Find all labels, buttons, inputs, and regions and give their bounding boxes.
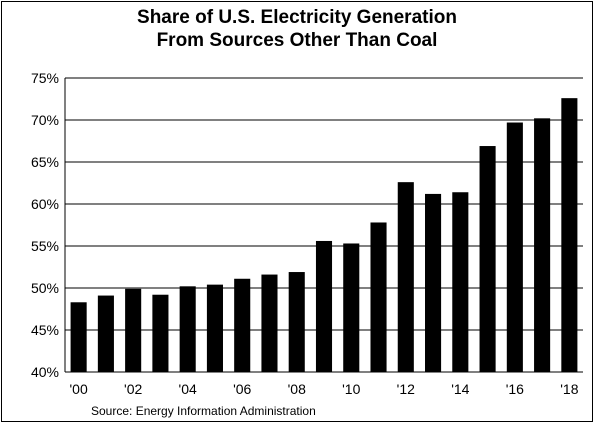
bar-2010 xyxy=(343,243,360,372)
y-tick-label: 75% xyxy=(31,70,59,86)
y-tick-label: 45% xyxy=(31,322,59,338)
bar-2000 xyxy=(70,302,87,372)
y-tick-label: 70% xyxy=(31,112,59,128)
y-tick-label: 60% xyxy=(31,196,59,212)
bar-2015 xyxy=(479,146,496,372)
bar-2011 xyxy=(370,222,387,372)
bar-2004 xyxy=(179,286,196,372)
bar-2005 xyxy=(206,284,223,372)
x-tick-label: '04 xyxy=(179,381,197,397)
x-tick-label: '08 xyxy=(288,381,306,397)
x-tick-label: '02 xyxy=(124,381,142,397)
bar-2003 xyxy=(152,294,169,372)
x-tick-label: '12 xyxy=(397,381,415,397)
y-tick-label: 50% xyxy=(31,280,59,296)
x-tick-label: '10 xyxy=(342,381,360,397)
bars xyxy=(70,98,578,373)
y-tick-label: 65% xyxy=(31,154,59,170)
bar-2009 xyxy=(315,240,333,372)
bar-2006 xyxy=(234,278,251,372)
x-tick-label: '16 xyxy=(506,381,524,397)
x-tick-label: '18 xyxy=(560,381,578,397)
bar-chart: 40% 45% 50% 55% 60% 65% 70% 75% '00 '02 '04 '06 '08… xyxy=(31,70,583,397)
y-tick-label: 40% xyxy=(31,364,59,380)
bar-2012 xyxy=(397,182,414,372)
chart-title: Share of U.S. Electricity Generation xyxy=(137,7,457,28)
bar-2014 xyxy=(452,192,469,372)
bar-2007 xyxy=(261,274,278,372)
bar-2008 xyxy=(288,272,305,372)
x-tick-label: '06 xyxy=(233,381,251,397)
bar-2013 xyxy=(425,193,442,372)
bar-2016 xyxy=(506,122,523,373)
source-note: Source: Energy Information Administratio… xyxy=(91,404,316,418)
x-tick-label: '00 xyxy=(70,381,88,397)
y-tick-labels: 40% 45% 50% 55% 60% 65% 70% 75% xyxy=(31,70,59,380)
chart-subtitle: From Sources Other Than Coal xyxy=(156,30,438,51)
chart-title-block: Share of U.S. Electricity Generation Fro… xyxy=(0,6,594,52)
bar-2002 xyxy=(125,288,142,372)
bar-2018 xyxy=(561,98,578,372)
axes xyxy=(64,78,583,373)
bar-2017 xyxy=(534,118,551,372)
x-tick-labels: '00 '02 '04 '06 '08 '10 '12 '14 '16 '18 xyxy=(70,381,579,397)
x-tick-label: '14 xyxy=(451,381,469,397)
y-tick-label: 55% xyxy=(31,238,59,254)
bar-2001 xyxy=(97,295,114,372)
